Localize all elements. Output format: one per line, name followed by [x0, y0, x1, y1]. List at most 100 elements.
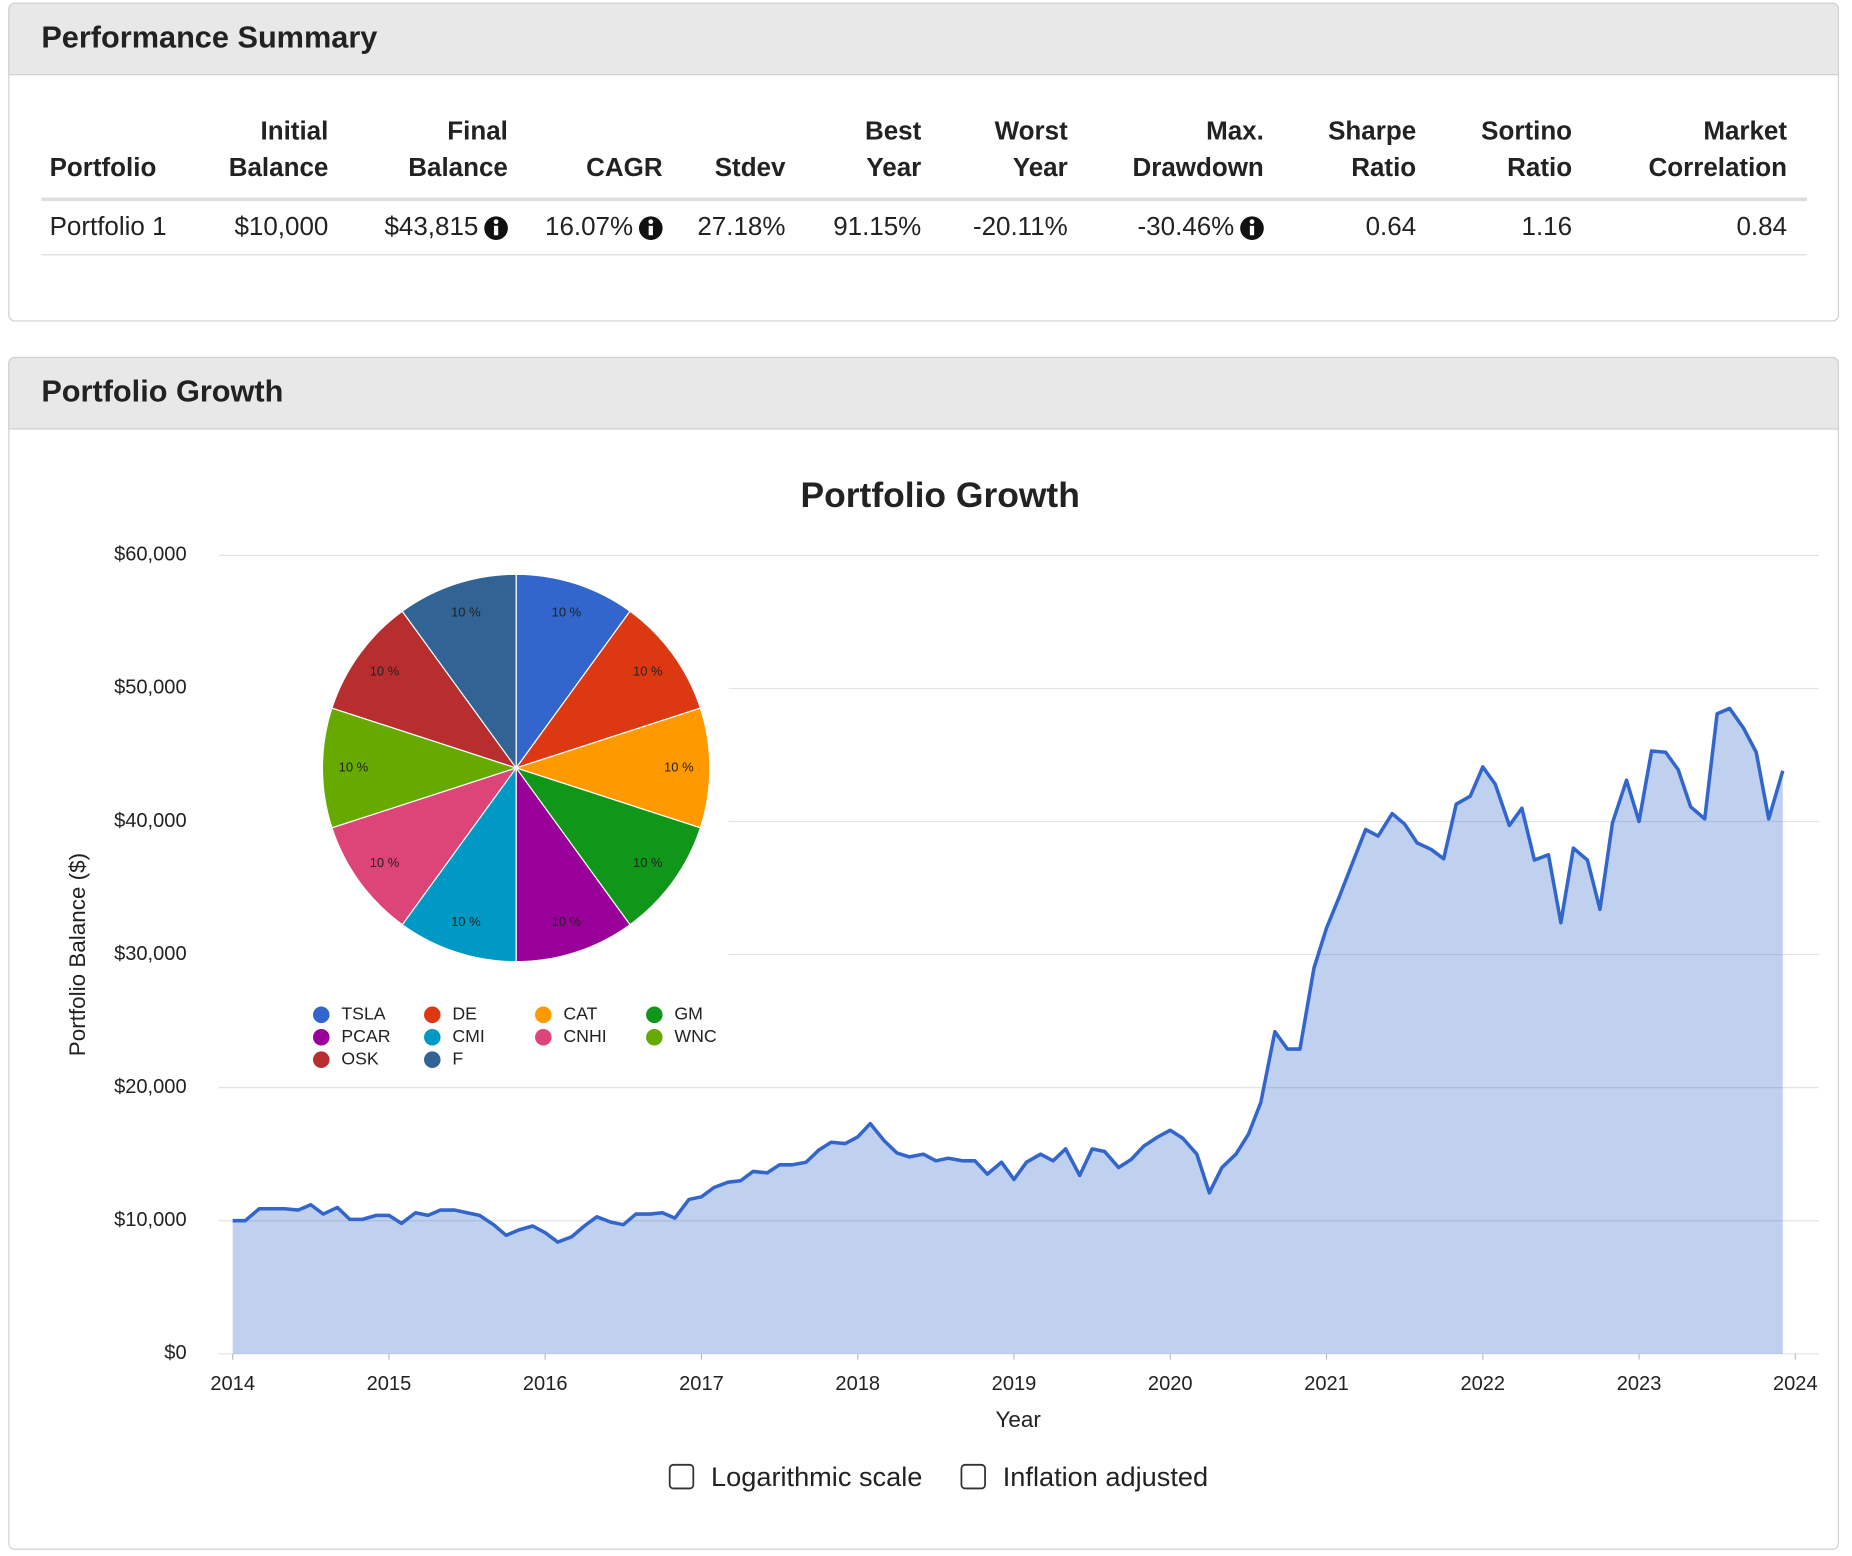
- legend-swatch: [646, 1028, 663, 1046]
- y-tick-label: $60,000: [114, 544, 187, 566]
- pie-label: 10 %: [451, 914, 481, 929]
- legend-swatch: [424, 1051, 441, 1068]
- x-tick-label: 2019: [992, 1373, 1037, 1395]
- column-header: Ratio: [1351, 152, 1416, 182]
- table-cell: 16.07%: [545, 211, 633, 241]
- pie-slice: [331, 766, 518, 926]
- panel-title: Performance Summary: [41, 19, 377, 54]
- legend-label: CMI: [452, 1026, 484, 1046]
- x-tick-label: 2020: [1148, 1373, 1193, 1395]
- x-tick-label: 2022: [1460, 1373, 1505, 1395]
- table-cell: -30.46%: [1138, 211, 1235, 241]
- x-tick-label: 2018: [835, 1373, 880, 1395]
- pie-slice: [515, 573, 631, 770]
- pie-slice: [515, 766, 631, 963]
- legend-label: GM: [674, 1003, 703, 1023]
- table-cell: 91.15%: [833, 211, 921, 241]
- pie-label: 10 %: [552, 914, 582, 929]
- chart-title: Portfolio Growth: [800, 475, 1079, 515]
- column-header: CAGR: [586, 152, 663, 182]
- checkbox-label[interactable]: Logarithmic scale: [711, 1461, 922, 1492]
- legend-swatch: [312, 1006, 330, 1024]
- y-tick-label: $50,000: [114, 677, 187, 699]
- table-cell: 1.16: [1522, 211, 1573, 241]
- pie-label: 10 %: [339, 759, 369, 774]
- column-header: Initial: [261, 115, 329, 145]
- pie-slice: [401, 766, 517, 963]
- info-icon-dot: [1249, 219, 1255, 225]
- x-tick-label: 2014: [210, 1373, 255, 1395]
- column-header: Balance: [229, 152, 329, 182]
- growth-chart: Portfolio Growth $0 $10,000 $20,000 $30,000 $…: [65, 475, 1819, 1432]
- checkbox[interactable]: [960, 1463, 986, 1490]
- column-header: Year: [866, 152, 921, 182]
- y-tick-label: $10,000: [114, 1209, 187, 1231]
- legend-swatch: [312, 1051, 330, 1068]
- x-tick-label: 2017: [679, 1373, 724, 1395]
- legend-label: DE: [452, 1003, 477, 1023]
- y-axis-title: Portfolio Balance ($): [65, 853, 90, 1056]
- legend-swatch: [312, 1028, 330, 1046]
- column-header: Correlation: [1649, 152, 1788, 182]
- x-tick-label: 2021: [1304, 1373, 1349, 1395]
- x-tick-label: 2023: [1617, 1373, 1662, 1395]
- row-rule: [41, 254, 1808, 256]
- table-cell: 27.18%: [697, 211, 785, 241]
- legend-label: WNC: [674, 1026, 716, 1046]
- column-header: Sortino: [1481, 115, 1572, 145]
- legend-label: CNHI: [563, 1026, 606, 1046]
- y-tick-label: $40,000: [114, 810, 187, 832]
- column-header: Best: [865, 115, 922, 145]
- x-tick-label: 2024: [1773, 1373, 1818, 1395]
- header-rule: [41, 197, 1808, 202]
- column-header: Drawdown: [1133, 152, 1264, 182]
- pie-slice: [401, 573, 517, 770]
- pie-slice: [514, 707, 711, 829]
- y-tick-label: $30,000: [114, 943, 187, 965]
- info-icon-stem: [648, 225, 653, 236]
- x-axis-title: Year: [995, 1407, 1041, 1432]
- pie-label: 10 %: [633, 664, 663, 679]
- pie-label: 10 %: [552, 605, 582, 620]
- legend-label: F: [452, 1048, 463, 1068]
- summary-header: [8, 2, 1840, 76]
- pie-label: 10 %: [633, 855, 663, 870]
- table-cell: $10,000: [234, 211, 328, 241]
- legend-swatch: [646, 1006, 663, 1024]
- column-header: Stdev: [715, 152, 786, 182]
- table-cell: 0.84: [1736, 211, 1787, 241]
- area: [232, 708, 1783, 1354]
- column-header: Balance: [408, 152, 508, 182]
- x-tick-label: 2015: [367, 1373, 412, 1395]
- legend-label: TSLA: [341, 1003, 385, 1023]
- table-cell: Portfolio 1: [50, 211, 167, 241]
- pie-slice: [321, 707, 519, 829]
- x-tick-label: 2016: [523, 1373, 568, 1395]
- column-header: Worst: [995, 115, 1068, 145]
- column-header: Market: [1703, 115, 1787, 145]
- pie-label: 10 %: [451, 605, 481, 620]
- summary-table: Portfolio Initial Balance Final Balance CAGR S…: [41, 115, 1808, 256]
- checkbox-label[interactable]: Inflation adjusted: [1003, 1461, 1208, 1492]
- legend-label: PCAR: [341, 1026, 390, 1046]
- legend-swatch: [424, 1028, 441, 1046]
- legend-swatch: [424, 1006, 441, 1024]
- pie-label: 10 %: [370, 664, 400, 679]
- table-cell: $43,815: [384, 211, 478, 241]
- table-cell: 0.64: [1366, 211, 1417, 241]
- legend-label: CAT: [563, 1003, 597, 1023]
- column-header: Ratio: [1507, 152, 1572, 182]
- line: [232, 706, 1785, 1244]
- pie-slice: [514, 610, 702, 770]
- pie-slice: [514, 766, 702, 926]
- chart-controls: Logarithmic scale Inflation adjusted: [668, 1461, 1208, 1492]
- column-header: Max.: [1206, 115, 1264, 145]
- column-header: Year: [1013, 152, 1068, 182]
- legend-label: OSK: [341, 1048, 379, 1068]
- column-header: Sharpe: [1328, 115, 1416, 145]
- checkbox[interactable]: [668, 1463, 695, 1490]
- column-header: Portfolio: [50, 152, 157, 182]
- panel-title: Portfolio Growth: [41, 374, 283, 409]
- legend-swatch: [535, 1006, 552, 1024]
